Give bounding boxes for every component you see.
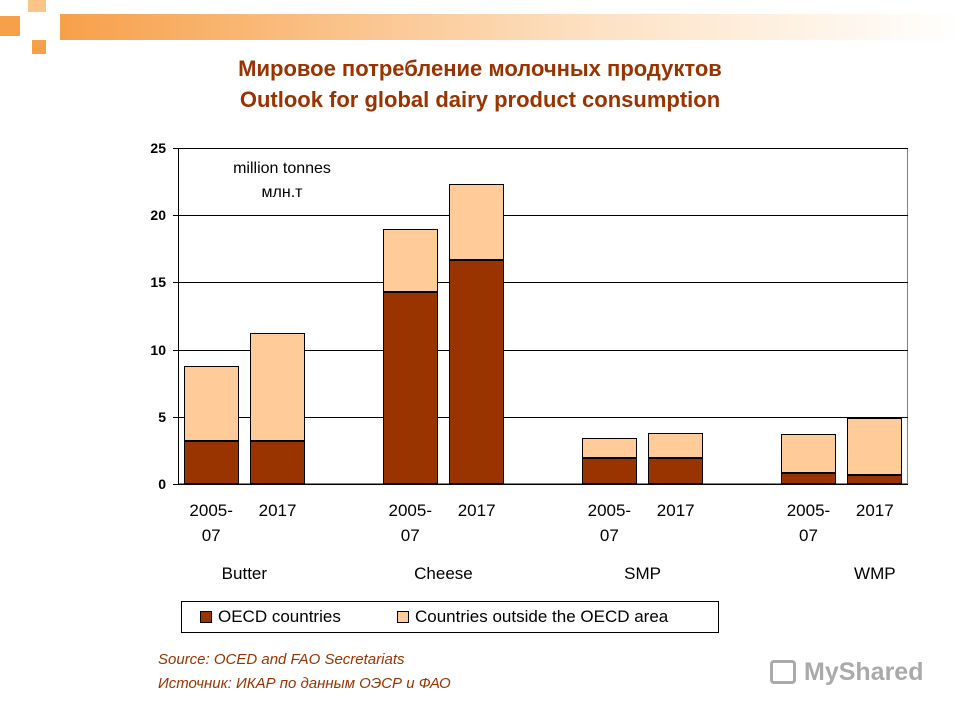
tick-mark [173, 416, 178, 418]
group-label: Cheese [414, 564, 473, 583]
tick-mark [173, 484, 178, 485]
group-label: Butter [221, 564, 268, 583]
group-label: SMP [624, 564, 661, 583]
source: Source: OCED and FAO Secretariats [158, 651, 405, 668]
bar-segment [581, 458, 637, 484]
bar-segment [382, 228, 438, 292]
legend-swatch [397, 611, 409, 623]
x-tick-label: 2005-07 [786, 501, 831, 545]
bar-segment [250, 440, 306, 484]
y-tick-label: 20 [150, 207, 166, 224]
bar-segment [250, 333, 306, 441]
bar-segment [847, 474, 903, 484]
y-tick-label: 10 [150, 341, 166, 358]
watermark: MyShared [804, 658, 924, 686]
group-label: WMP [854, 564, 896, 583]
grid-line [178, 484, 908, 485]
bar-segment [183, 365, 239, 441]
annotation: млн.т [261, 184, 303, 201]
tick-mark [173, 349, 178, 351]
watermark-icon [770, 660, 796, 684]
grid-line [178, 349, 908, 351]
x-tick-label: 2017 [457, 501, 496, 520]
legend-label: Countries outside the OECD area [415, 607, 669, 626]
grid-line [178, 416, 908, 418]
y-tick-label: 15 [150, 274, 166, 291]
x-tick-label: 2017 [656, 501, 695, 520]
x-tick-label: 2005-07 [189, 501, 233, 545]
tick-mark [173, 148, 178, 149]
legend-label: OECD countries [218, 607, 341, 626]
decor-square [32, 40, 46, 54]
decor-bar [60, 14, 960, 40]
annotation: million tonnes [233, 160, 331, 177]
bar-segment [780, 473, 836, 484]
y-tick-label: 25 [150, 140, 166, 156]
x-tick-label: 2017 [258, 501, 297, 520]
bar-segment [449, 184, 505, 260]
legend-swatch [200, 611, 212, 623]
bar-segment [648, 432, 704, 459]
chart-subtitle: Outlook for global dairy product consump… [239, 87, 721, 112]
y-tick-label: 5 [158, 408, 166, 425]
legend: OECD countries Countries outside the OECD… [181, 601, 719, 633]
x-tick-label: 2005-07 [388, 501, 432, 545]
decor-square [28, 0, 46, 12]
bar-segment [382, 291, 438, 484]
y-tick-label: 0 [158, 476, 166, 492]
bar-segment [648, 458, 704, 484]
grid-line [178, 282, 908, 284]
bar-segment [449, 259, 505, 484]
x-tick-label: 2005-07 [587, 501, 632, 545]
grid-line [178, 148, 908, 149]
tick-mark [173, 282, 178, 284]
grid-line [178, 215, 908, 217]
tick-mark [173, 215, 178, 217]
bar-segment [780, 434, 836, 474]
x-tick-label: 2017 [855, 501, 894, 520]
bar-segment [581, 438, 637, 459]
source: Источник: ИКАР по данным ОЭСР и ФАО [158, 675, 451, 692]
chart-title: Мировое потребление молочных продуктов [238, 56, 722, 81]
bar-segment [847, 418, 903, 475]
bar-segment [183, 440, 239, 484]
axis [178, 148, 179, 484]
decor-square [0, 16, 20, 36]
